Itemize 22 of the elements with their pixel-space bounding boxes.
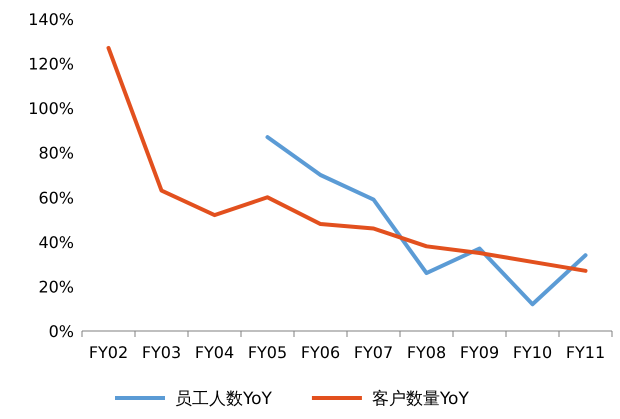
x-tick-label: FY08 [406,343,446,362]
legend-label: 员工人数YoY [175,389,273,409]
y-tick-label: 100% [28,99,74,118]
y-tick-label: 20% [38,277,74,296]
y-tick-label: 80% [38,144,74,163]
x-tick-label: FY09 [460,343,500,362]
legend-label: 客户数量YoY [372,389,470,409]
x-tick-label: FY04 [194,343,234,362]
line-series [266,135,588,306]
line-series [106,46,588,273]
x-tick-label: FY06 [300,343,340,362]
y-tick-label: 140% [28,10,74,29]
x-tick-label: FY10 [512,343,552,362]
y-tick-label: 40% [38,232,74,252]
y-tick-label: 120% [28,54,74,74]
y-tick-label: 60% [38,188,74,208]
x-tick-label: FY07 [354,343,394,362]
x-tick-label: FY05 [248,343,288,362]
x-tick-label: FY11 [566,343,606,362]
x-tick-label: FY02 [88,343,128,362]
y-tick-label: 0% [48,322,74,341]
x-tick-label: FY03 [142,343,182,362]
